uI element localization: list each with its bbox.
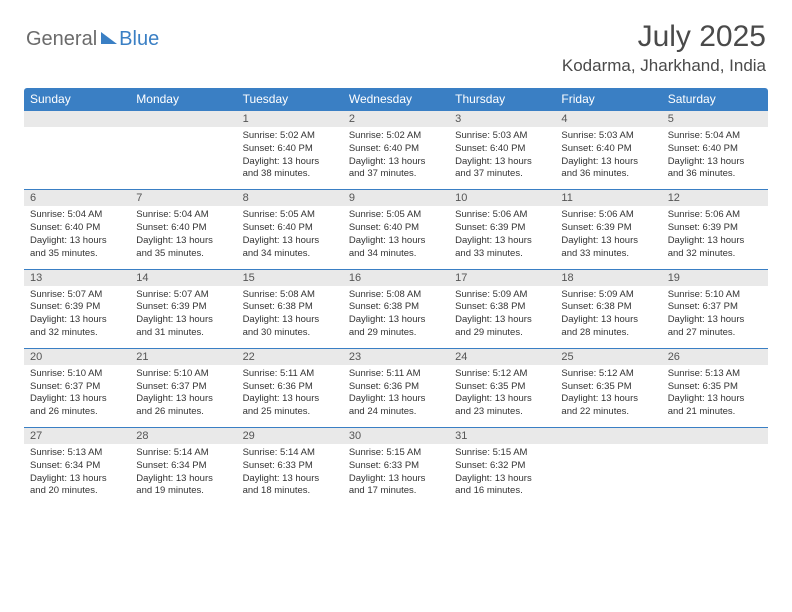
day-number: 16 — [343, 269, 449, 286]
day-cell: Sunrise: 5:03 AMSunset: 6:40 PMDaylight:… — [449, 127, 555, 190]
logo-triangle-icon — [101, 32, 117, 44]
weekday-header: Saturday — [662, 88, 768, 111]
daynum-row: 20212223242526 — [24, 348, 768, 365]
weekday-header: Wednesday — [343, 88, 449, 111]
day-number: 2 — [343, 111, 449, 128]
day-cell: Sunrise: 5:07 AMSunset: 6:39 PMDaylight:… — [130, 286, 236, 349]
calendar-body: 12345 Sunrise: 5:02 AMSunset: 6:40 PMDay… — [24, 111, 768, 507]
daynum-row: 2728293031 — [24, 428, 768, 445]
day-number — [24, 111, 130, 128]
day-cell: Sunrise: 5:06 AMSunset: 6:39 PMDaylight:… — [449, 206, 555, 269]
day-number: 31 — [449, 428, 555, 445]
daycell-row: Sunrise: 5:10 AMSunset: 6:37 PMDaylight:… — [24, 365, 768, 428]
day-number — [662, 428, 768, 445]
day-cell: Sunrise: 5:08 AMSunset: 6:38 PMDaylight:… — [237, 286, 343, 349]
day-cell: Sunrise: 5:08 AMSunset: 6:38 PMDaylight:… — [343, 286, 449, 349]
day-cell: Sunrise: 5:12 AMSunset: 6:35 PMDaylight:… — [555, 365, 661, 428]
day-number — [130, 111, 236, 128]
day-number: 18 — [555, 269, 661, 286]
day-number: 13 — [24, 269, 130, 286]
day-cell: Sunrise: 5:11 AMSunset: 6:36 PMDaylight:… — [237, 365, 343, 428]
day-number: 24 — [449, 348, 555, 365]
day-number: 30 — [343, 428, 449, 445]
day-cell: Sunrise: 5:15 AMSunset: 6:33 PMDaylight:… — [343, 444, 449, 506]
day-cell: Sunrise: 5:14 AMSunset: 6:34 PMDaylight:… — [130, 444, 236, 506]
day-number: 1 — [237, 111, 343, 128]
day-number — [555, 428, 661, 445]
day-cell: Sunrise: 5:10 AMSunset: 6:37 PMDaylight:… — [662, 286, 768, 349]
day-number: 8 — [237, 190, 343, 207]
day-number: 6 — [24, 190, 130, 207]
day-cell: Sunrise: 5:11 AMSunset: 6:36 PMDaylight:… — [343, 365, 449, 428]
day-cell: Sunrise: 5:02 AMSunset: 6:40 PMDaylight:… — [343, 127, 449, 190]
daycell-row: Sunrise: 5:04 AMSunset: 6:40 PMDaylight:… — [24, 206, 768, 269]
day-number: 22 — [237, 348, 343, 365]
day-cell — [555, 444, 661, 506]
day-number: 19 — [662, 269, 768, 286]
day-cell: Sunrise: 5:09 AMSunset: 6:38 PMDaylight:… — [449, 286, 555, 349]
daycell-row: Sunrise: 5:07 AMSunset: 6:39 PMDaylight:… — [24, 286, 768, 349]
daynum-row: 13141516171819 — [24, 269, 768, 286]
day-cell: Sunrise: 5:12 AMSunset: 6:35 PMDaylight:… — [449, 365, 555, 428]
day-cell: Sunrise: 5:10 AMSunset: 6:37 PMDaylight:… — [130, 365, 236, 428]
day-cell — [662, 444, 768, 506]
day-cell: Sunrise: 5:13 AMSunset: 6:34 PMDaylight:… — [24, 444, 130, 506]
day-cell — [130, 127, 236, 190]
day-number: 25 — [555, 348, 661, 365]
day-number: 15 — [237, 269, 343, 286]
day-number: 27 — [24, 428, 130, 445]
day-number: 26 — [662, 348, 768, 365]
day-cell: Sunrise: 5:04 AMSunset: 6:40 PMDaylight:… — [130, 206, 236, 269]
day-cell: Sunrise: 5:10 AMSunset: 6:37 PMDaylight:… — [24, 365, 130, 428]
weekday-header: Monday — [130, 88, 236, 111]
day-number: 3 — [449, 111, 555, 128]
day-number: 4 — [555, 111, 661, 128]
daynum-row: 6789101112 — [24, 190, 768, 207]
day-number: 11 — [555, 190, 661, 207]
location-label: Kodarma, Jharkhand, India — [562, 56, 766, 76]
day-cell: Sunrise: 5:06 AMSunset: 6:39 PMDaylight:… — [555, 206, 661, 269]
day-number: 29 — [237, 428, 343, 445]
day-cell: Sunrise: 5:13 AMSunset: 6:35 PMDaylight:… — [662, 365, 768, 428]
day-cell: Sunrise: 5:03 AMSunset: 6:40 PMDaylight:… — [555, 127, 661, 190]
logo-text-2: Blue — [119, 28, 159, 51]
day-number: 17 — [449, 269, 555, 286]
day-number: 20 — [24, 348, 130, 365]
day-cell: Sunrise: 5:06 AMSunset: 6:39 PMDaylight:… — [662, 206, 768, 269]
weekday-header: Tuesday — [237, 88, 343, 111]
day-number: 5 — [662, 111, 768, 128]
day-cell: Sunrise: 5:07 AMSunset: 6:39 PMDaylight:… — [24, 286, 130, 349]
day-cell: Sunrise: 5:02 AMSunset: 6:40 PMDaylight:… — [237, 127, 343, 190]
day-cell — [24, 127, 130, 190]
day-cell: Sunrise: 5:15 AMSunset: 6:32 PMDaylight:… — [449, 444, 555, 506]
header: General Blue July 2025 Kodarma, Jharkhan… — [0, 0, 792, 82]
daynum-row: 12345 — [24, 111, 768, 128]
daycell-row: Sunrise: 5:13 AMSunset: 6:34 PMDaylight:… — [24, 444, 768, 506]
day-number: 9 — [343, 190, 449, 207]
day-cell: Sunrise: 5:04 AMSunset: 6:40 PMDaylight:… — [662, 127, 768, 190]
weekday-header: Friday — [555, 88, 661, 111]
calendar-table: SundayMondayTuesdayWednesdayThursdayFrid… — [24, 88, 768, 506]
day-cell: Sunrise: 5:05 AMSunset: 6:40 PMDaylight:… — [343, 206, 449, 269]
day-number: 28 — [130, 428, 236, 445]
day-number: 14 — [130, 269, 236, 286]
day-cell: Sunrise: 5:14 AMSunset: 6:33 PMDaylight:… — [237, 444, 343, 506]
day-number: 10 — [449, 190, 555, 207]
logo-text-1: General — [26, 28, 97, 51]
weekday-header: Sunday — [24, 88, 130, 111]
title-block: July 2025 Kodarma, Jharkhand, India — [562, 20, 766, 76]
month-title: July 2025 — [562, 20, 766, 54]
day-cell: Sunrise: 5:09 AMSunset: 6:38 PMDaylight:… — [555, 286, 661, 349]
day-number: 7 — [130, 190, 236, 207]
day-number: 23 — [343, 348, 449, 365]
day-number: 21 — [130, 348, 236, 365]
day-number: 12 — [662, 190, 768, 207]
weekday-header-row: SundayMondayTuesdayWednesdayThursdayFrid… — [24, 88, 768, 111]
weekday-header: Thursday — [449, 88, 555, 111]
daycell-row: Sunrise: 5:02 AMSunset: 6:40 PMDaylight:… — [24, 127, 768, 190]
day-cell: Sunrise: 5:05 AMSunset: 6:40 PMDaylight:… — [237, 206, 343, 269]
logo: General Blue — [26, 20, 159, 51]
day-cell: Sunrise: 5:04 AMSunset: 6:40 PMDaylight:… — [24, 206, 130, 269]
